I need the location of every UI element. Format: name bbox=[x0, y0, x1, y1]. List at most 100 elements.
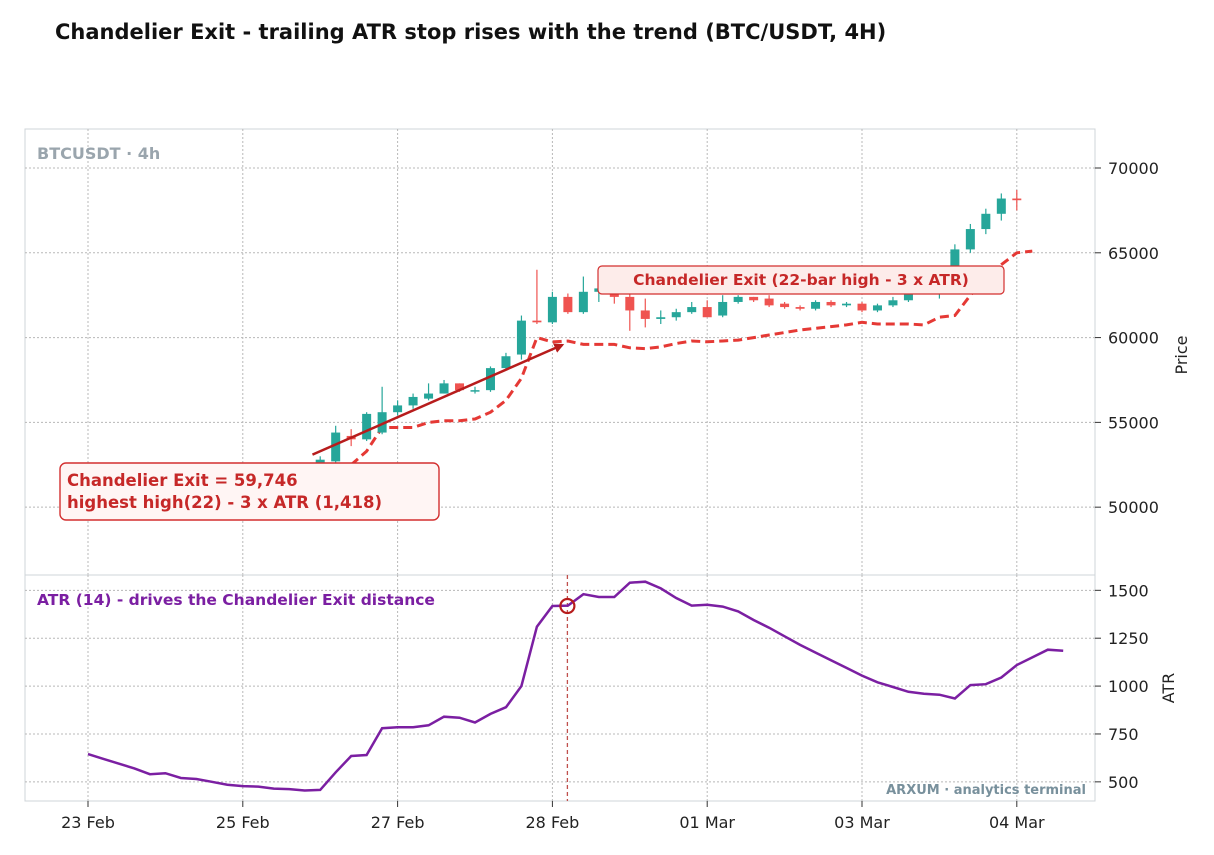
price-panel: 50000 55000 60000 65000 70000 BTCUSDT · 4h P… bbox=[24, 128, 1191, 576]
candle-body bbox=[393, 405, 403, 413]
candle-up bbox=[439, 379, 449, 394]
candle-up bbox=[872, 303, 882, 313]
candle-up bbox=[981, 208, 991, 235]
watermark: ARXUM · analytics terminal bbox=[886, 783, 1086, 798]
candle-up bbox=[501, 352, 511, 370]
candle-up bbox=[718, 295, 728, 318]
candle-up bbox=[842, 301, 852, 308]
candle-body bbox=[1012, 198, 1022, 201]
annotation-line-2: highest high(22) - 3 x ATR (1,418) bbox=[67, 493, 382, 512]
candle-body bbox=[485, 368, 495, 391]
candle-up bbox=[331, 425, 341, 469]
candle-body bbox=[408, 396, 418, 406]
exit-annotation-box: Chandelier Exit = 59,746 highest high(22… bbox=[59, 462, 440, 521]
candle-body bbox=[733, 296, 743, 302]
candle-body bbox=[687, 307, 697, 313]
candle-up bbox=[996, 193, 1006, 221]
candle-body bbox=[362, 413, 372, 440]
candle-up bbox=[888, 296, 898, 308]
x-tick-label: 23 Feb bbox=[61, 813, 115, 832]
atr-y-tick-label: 1500 bbox=[1108, 581, 1149, 600]
candle-body bbox=[377, 412, 387, 433]
candle-up bbox=[656, 310, 666, 325]
candle-body bbox=[331, 432, 341, 462]
candle-up bbox=[377, 386, 387, 435]
candle-down bbox=[640, 298, 650, 328]
price-y-tick-label: 65000 bbox=[1108, 244, 1159, 263]
candle-body bbox=[424, 393, 434, 399]
price-y-tick-label: 70000 bbox=[1108, 159, 1159, 178]
candle-down bbox=[795, 305, 805, 311]
candle-body bbox=[455, 383, 465, 391]
candle-body bbox=[656, 317, 666, 319]
candle-body bbox=[996, 198, 1006, 214]
candle-body bbox=[903, 290, 913, 301]
x-tick-label: 27 Feb bbox=[371, 813, 425, 832]
chandelier-exit-line bbox=[350, 249, 1033, 466]
annotation-line-1: Chandelier Exit = 59,746 bbox=[67, 471, 298, 490]
symbol-label: BTCUSDT · 4h bbox=[37, 144, 160, 163]
candle-down bbox=[532, 269, 542, 325]
candle-body bbox=[702, 307, 712, 318]
candle-up bbox=[485, 366, 495, 392]
candle-up bbox=[671, 308, 681, 321]
atr-panel-title: ATR (14) - drives the Chandelier Exit di… bbox=[37, 591, 435, 609]
price-y-tick-label: 55000 bbox=[1108, 413, 1159, 432]
candle-body bbox=[888, 300, 898, 306]
atr-y-tick-label: 750 bbox=[1108, 725, 1139, 744]
x-tick-label: 01 Mar bbox=[679, 813, 735, 832]
x-tick-label: 25 Feb bbox=[216, 813, 270, 832]
candle-body bbox=[981, 213, 991, 230]
candle-up bbox=[965, 223, 975, 253]
atr-y-tick-label: 1000 bbox=[1108, 677, 1149, 696]
atr-panel: 500 750 1000 1250 1500 ATR (14) - drives the… bbox=[24, 574, 1178, 802]
candle-down bbox=[625, 288, 635, 331]
candle-body bbox=[826, 301, 836, 306]
candle-body bbox=[718, 301, 728, 316]
candle-down bbox=[857, 301, 867, 313]
annotation-arrow bbox=[311, 343, 565, 456]
candle-body bbox=[950, 249, 960, 280]
candle-up bbox=[362, 412, 372, 442]
candle-body bbox=[764, 298, 774, 306]
candle-up bbox=[687, 301, 697, 314]
exit-line-path bbox=[350, 249, 1033, 466]
candle-body bbox=[625, 296, 635, 311]
candle-up bbox=[393, 400, 403, 416]
price-y-axis: 50000 55000 60000 65000 70000 bbox=[1095, 159, 1159, 517]
candle-body bbox=[470, 390, 480, 392]
price-y-tick-label: 60000 bbox=[1108, 329, 1159, 348]
candle-down bbox=[563, 293, 573, 314]
candle-down bbox=[826, 300, 836, 308]
candle-body bbox=[965, 229, 975, 250]
candle-down bbox=[1012, 190, 1022, 211]
x-axis: 23 Feb 25 Feb 27 Feb 28 Feb 01 Mar 03 Mar 04 M… bbox=[61, 801, 1045, 832]
candle-body bbox=[795, 307, 805, 309]
candle-body bbox=[780, 303, 790, 308]
candle-down bbox=[749, 296, 759, 302]
atr-grid bbox=[25, 575, 1095, 801]
candle-up bbox=[470, 386, 480, 394]
candle-body bbox=[872, 305, 882, 311]
x-tick-label: 28 Feb bbox=[526, 813, 580, 832]
candle-up bbox=[811, 300, 821, 311]
exit-line-label-text: Chandelier Exit (22-bar high - 3 x ATR) bbox=[633, 271, 969, 289]
candle-body bbox=[811, 301, 821, 309]
candle-body bbox=[563, 296, 573, 313]
candle-body bbox=[640, 310, 650, 319]
candle-body bbox=[857, 303, 867, 311]
candle-body bbox=[532, 320, 542, 323]
atr-y-label: ATR bbox=[1159, 673, 1178, 704]
chart-title: Chandelier Exit - trailing ATR stop rise… bbox=[55, 20, 887, 44]
candle-up bbox=[547, 291, 557, 325]
atr-y-tick-label: 1250 bbox=[1108, 629, 1149, 648]
x-tick-label: 03 Mar bbox=[834, 813, 890, 832]
atr-y-tick-label: 500 bbox=[1108, 773, 1139, 792]
candle-body bbox=[501, 356, 511, 369]
candle-up bbox=[578, 276, 588, 314]
candle-up bbox=[408, 393, 418, 409]
candle-body bbox=[439, 383, 449, 394]
price-y-label: Price bbox=[1172, 335, 1191, 374]
